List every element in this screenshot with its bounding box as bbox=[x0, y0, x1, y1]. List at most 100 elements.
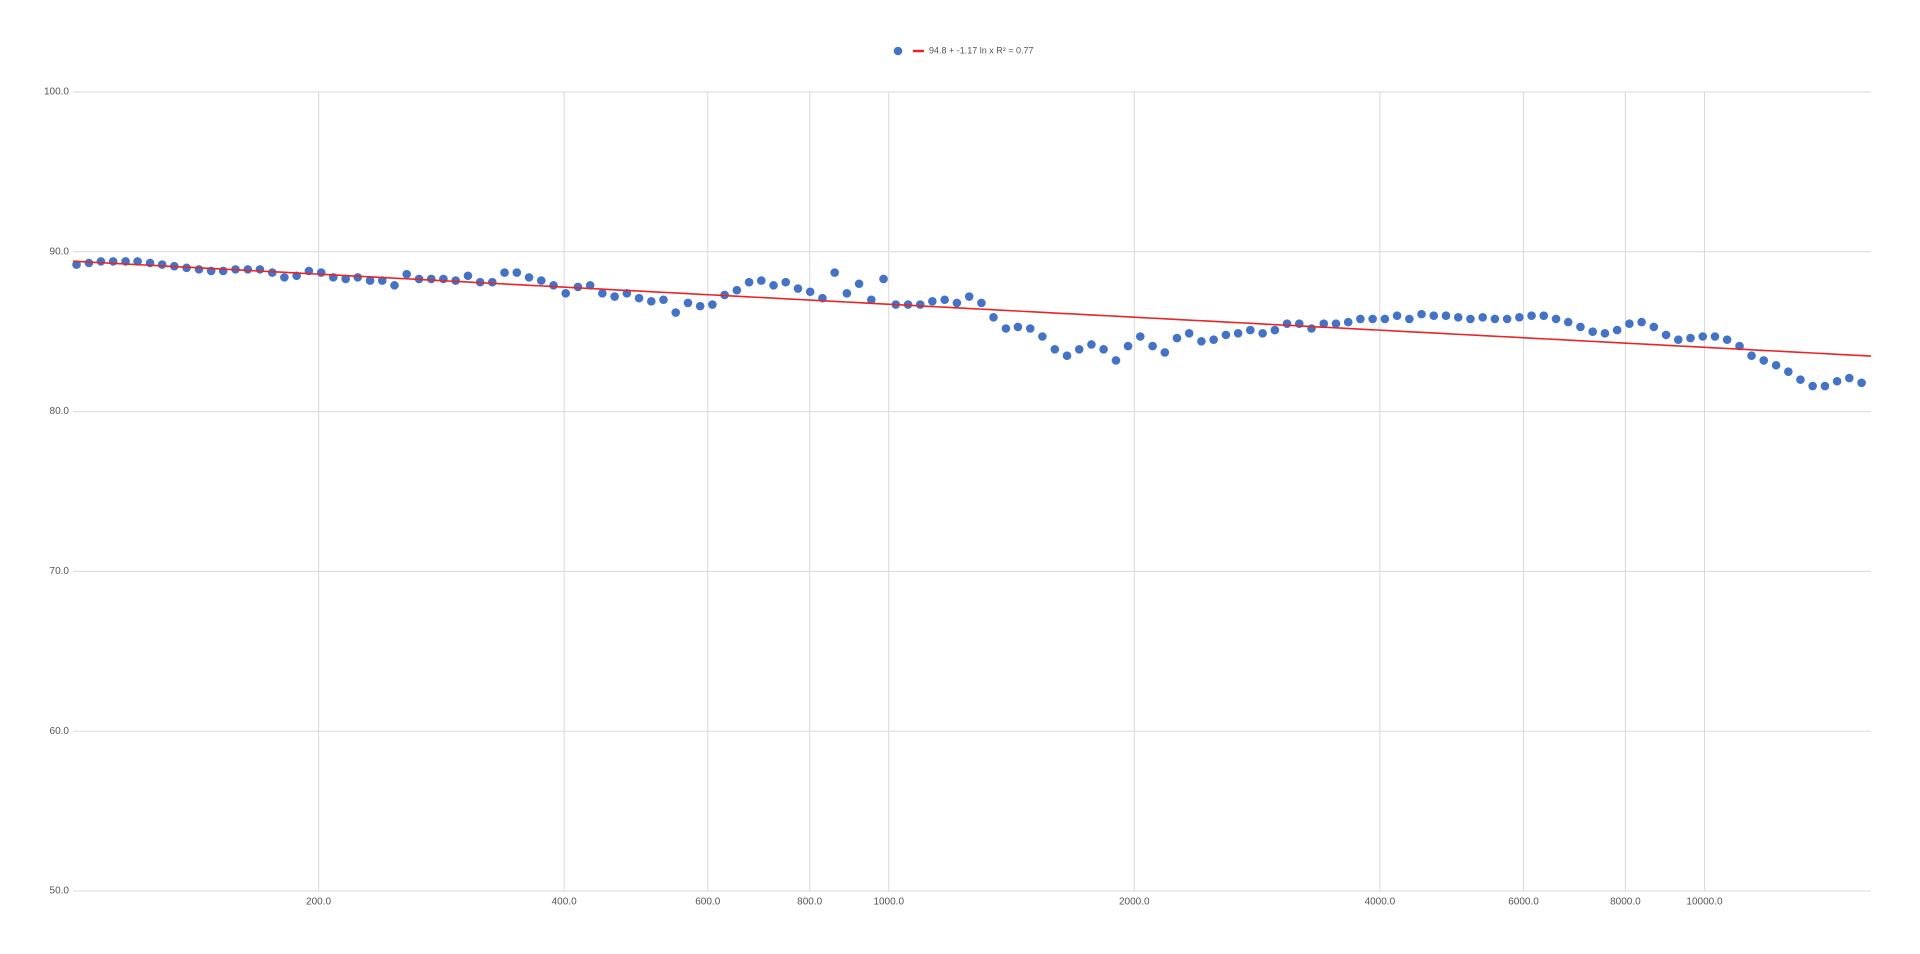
data-point bbox=[1796, 375, 1805, 384]
data-point bbox=[1233, 328, 1243, 338]
x-tick-label: 800.0 bbox=[797, 897, 822, 908]
data-point bbox=[72, 260, 81, 269]
x-tick-label: 6000.0 bbox=[1508, 897, 1539, 908]
data-point bbox=[1160, 348, 1170, 357]
data-point bbox=[1784, 367, 1793, 376]
data-point bbox=[488, 277, 497, 287]
data-point bbox=[830, 268, 839, 277]
data-point bbox=[940, 295, 949, 305]
data-point bbox=[1539, 311, 1549, 321]
data-point bbox=[952, 298, 962, 308]
data-point bbox=[1673, 335, 1683, 344]
data-point bbox=[1735, 341, 1744, 351]
data-point bbox=[1429, 311, 1439, 321]
data-point bbox=[500, 268, 509, 277]
data-point bbox=[549, 281, 558, 290]
data-point bbox=[1123, 341, 1133, 351]
data-point bbox=[1111, 356, 1121, 365]
data-point bbox=[1221, 330, 1231, 340]
data-point bbox=[1258, 328, 1267, 338]
data-point bbox=[683, 298, 693, 308]
data-point bbox=[769, 281, 778, 290]
legend-label: 94.8 + -1.17 ln x R² = 0.77 bbox=[929, 45, 1034, 55]
data-point bbox=[1747, 351, 1756, 360]
data-point bbox=[1209, 335, 1218, 344]
data-point bbox=[1319, 319, 1329, 329]
x-tick-label: 2000.0 bbox=[1119, 897, 1150, 908]
data-point bbox=[757, 276, 766, 285]
data-point bbox=[1563, 317, 1573, 327]
data-point bbox=[1625, 319, 1634, 329]
data-point bbox=[1478, 313, 1487, 322]
trendline bbox=[72, 260, 1872, 357]
data-point bbox=[1722, 335, 1732, 344]
data-point bbox=[1759, 356, 1769, 365]
data-point bbox=[1368, 314, 1377, 324]
data-point bbox=[708, 300, 717, 309]
x-tick-label: 4000.0 bbox=[1365, 897, 1396, 908]
data-point bbox=[1808, 381, 1817, 391]
x-tick-label: 400.0 bbox=[552, 897, 577, 908]
data-point bbox=[1135, 332, 1145, 341]
data-point bbox=[1282, 319, 1292, 329]
data-point bbox=[695, 301, 705, 311]
data-point bbox=[1343, 317, 1353, 327]
data-point bbox=[1771, 360, 1781, 370]
data-point bbox=[1197, 336, 1206, 346]
data-point bbox=[280, 273, 289, 282]
data-point bbox=[744, 277, 754, 287]
data-point bbox=[1392, 311, 1402, 321]
data-point bbox=[1820, 381, 1830, 391]
data-point bbox=[659, 295, 668, 305]
data-point bbox=[1001, 324, 1011, 333]
data-point bbox=[365, 276, 375, 285]
y-tick-label: 70.0 bbox=[50, 566, 70, 577]
data-point bbox=[1551, 314, 1561, 324]
data-point bbox=[1527, 311, 1536, 321]
data-point bbox=[1148, 341, 1157, 351]
data-point bbox=[915, 300, 925, 309]
y-tick-label: 80.0 bbox=[50, 406, 70, 417]
data-point bbox=[133, 257, 142, 266]
data-point bbox=[463, 271, 473, 281]
data-point bbox=[1649, 322, 1659, 332]
data-point bbox=[1490, 314, 1500, 324]
data-point bbox=[1698, 332, 1708, 341]
data-point bbox=[1356, 314, 1365, 324]
data-point bbox=[1307, 324, 1316, 333]
data-point bbox=[1172, 333, 1182, 343]
data-point bbox=[157, 260, 167, 269]
data-point bbox=[341, 274, 350, 284]
data-point bbox=[854, 279, 864, 289]
data-point bbox=[512, 268, 522, 277]
data-point bbox=[1405, 314, 1414, 324]
data-point bbox=[1441, 311, 1451, 321]
data-point bbox=[1832, 376, 1842, 386]
data-point bbox=[439, 274, 448, 284]
data-point bbox=[1502, 314, 1512, 324]
data-point bbox=[928, 297, 937, 306]
data-point bbox=[598, 289, 607, 298]
data-point bbox=[316, 268, 326, 277]
data-point bbox=[1331, 319, 1341, 329]
data-point bbox=[1686, 333, 1695, 343]
data-point bbox=[353, 273, 363, 282]
data-point bbox=[1184, 328, 1194, 338]
x-tick-label: 10000.0 bbox=[1686, 897, 1723, 908]
data-point bbox=[964, 292, 974, 301]
data-point bbox=[1050, 344, 1060, 354]
y-tick-label: 90.0 bbox=[50, 246, 70, 257]
data-point bbox=[108, 257, 118, 266]
x-tick-label: 200.0 bbox=[306, 897, 331, 908]
x-tick-label: 8000.0 bbox=[1610, 897, 1641, 908]
data-point bbox=[1637, 317, 1646, 327]
data-point bbox=[84, 258, 94, 268]
data-point bbox=[1453, 313, 1463, 322]
data-point bbox=[451, 276, 460, 285]
data-point bbox=[977, 298, 986, 308]
data-point bbox=[805, 287, 815, 297]
data-point bbox=[585, 281, 595, 290]
data-point bbox=[390, 281, 399, 290]
